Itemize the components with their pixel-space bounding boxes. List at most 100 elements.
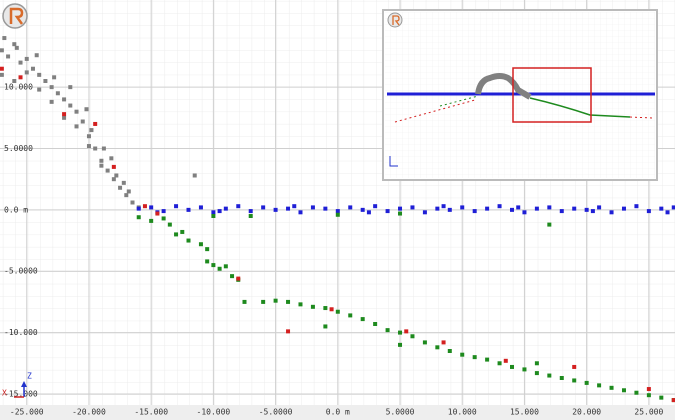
point — [217, 209, 222, 214]
point — [149, 205, 154, 210]
point — [68, 85, 73, 90]
point — [547, 222, 552, 227]
point — [230, 274, 235, 279]
point — [24, 56, 29, 61]
point — [114, 173, 119, 178]
point — [310, 205, 315, 210]
point — [118, 185, 123, 190]
point — [205, 259, 210, 264]
point — [534, 371, 539, 376]
point — [18, 60, 23, 65]
point — [516, 205, 521, 210]
z-axis-label: Z — [27, 372, 32, 381]
point — [572, 206, 577, 211]
point — [485, 357, 490, 362]
point — [460, 205, 465, 210]
point — [236, 276, 241, 281]
point — [30, 66, 35, 71]
point — [18, 75, 23, 80]
point — [597, 383, 602, 388]
point — [298, 302, 303, 307]
point — [584, 207, 589, 212]
point — [161, 216, 166, 221]
point — [174, 232, 179, 237]
point — [211, 210, 216, 215]
point — [242, 299, 247, 304]
point — [223, 264, 228, 269]
point — [472, 355, 477, 360]
overview-inset — [382, 9, 658, 181]
point — [441, 204, 446, 209]
point — [136, 206, 141, 211]
point — [360, 207, 365, 212]
point — [93, 146, 98, 151]
x-tick-label: 10.000 — [448, 408, 477, 417]
point — [609, 385, 614, 390]
point — [248, 209, 253, 214]
point — [12, 79, 17, 83]
point — [522, 367, 527, 372]
point — [99, 163, 104, 168]
point — [547, 205, 552, 210]
point — [99, 158, 104, 163]
point — [223, 206, 228, 211]
point — [49, 85, 54, 90]
x-axis-label: X — [2, 389, 7, 398]
point — [298, 210, 303, 215]
point — [547, 373, 552, 378]
point — [180, 229, 185, 234]
point — [404, 329, 409, 334]
point — [80, 119, 85, 124]
point — [217, 266, 222, 271]
point — [205, 247, 210, 252]
point — [634, 390, 639, 395]
point — [0, 72, 4, 77]
x-tick-label: -20.000 — [72, 408, 106, 417]
point — [62, 115, 67, 120]
point — [286, 299, 291, 304]
x-tick-label: -5.0000 — [259, 408, 293, 417]
point — [534, 206, 539, 211]
point — [621, 388, 626, 393]
point — [665, 210, 670, 215]
point — [584, 380, 589, 385]
point — [559, 209, 564, 214]
point — [671, 398, 675, 403]
point — [385, 209, 390, 214]
point — [273, 298, 278, 303]
point — [410, 205, 415, 210]
point — [105, 168, 110, 173]
y-tick-label: -15.000 — [4, 389, 38, 398]
x-tick-label: 20.000 — [572, 408, 601, 417]
point — [497, 204, 502, 209]
point — [609, 210, 614, 215]
y-tick-label: -5.0000 — [4, 267, 38, 276]
point — [62, 97, 67, 102]
point — [597, 205, 602, 210]
point — [86, 144, 91, 149]
point — [186, 207, 191, 212]
point — [174, 204, 179, 209]
point — [335, 212, 340, 217]
point — [310, 304, 315, 309]
point — [49, 99, 54, 104]
point — [634, 204, 639, 209]
point — [186, 238, 191, 243]
x-tick-label: 25.000 — [634, 408, 663, 417]
point — [273, 207, 278, 212]
x-tick-label: -10.000 — [197, 408, 231, 417]
point — [435, 206, 440, 211]
point — [155, 211, 160, 216]
point — [398, 342, 403, 347]
y-tick-label: -10.000 — [4, 328, 38, 337]
point — [86, 134, 91, 139]
point — [398, 206, 403, 211]
point — [646, 387, 651, 392]
point — [572, 364, 577, 369]
point — [522, 210, 527, 215]
point — [37, 87, 42, 92]
point — [89, 128, 94, 133]
point — [323, 206, 328, 211]
point — [111, 164, 116, 169]
